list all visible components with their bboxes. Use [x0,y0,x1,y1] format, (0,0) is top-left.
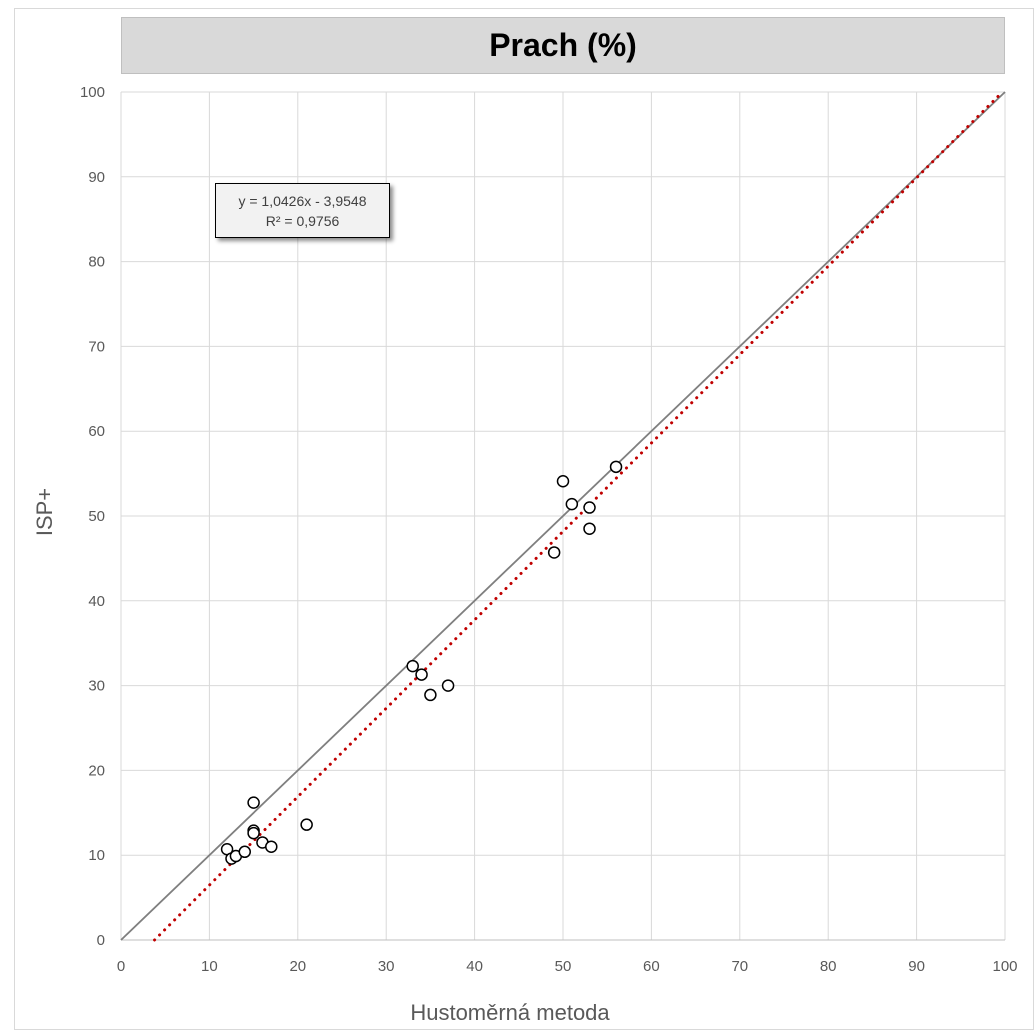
tick-labels: 0 10 20 30 40 50 60 70 80 90 100 0 10 20 30 40 50 60 70 80 9… [80,84,1018,975]
lines [120,90,1006,942]
data-point [583,501,596,514]
data-point [556,474,570,488]
x-tick-label: 40 [466,958,483,975]
y-tick-label: 10 [88,847,105,864]
data-point [238,845,252,859]
y-axis-title: ISP+ [32,488,57,536]
chart-title: Prach (%) [489,27,637,63]
x-tick-label: 50 [555,958,572,975]
y-tick-label: 60 [88,423,105,440]
data-point [415,668,428,681]
x-tick-label: 0 [117,958,125,975]
r-squared-label: R² = 0,9756 [265,212,340,229]
data-point [424,688,437,702]
trendline-equation: y = 1,0426x - 3,9548 [238,192,367,209]
x-tick-label: 20 [289,958,306,975]
x-tick-label: 70 [731,958,748,975]
y-tick-label: 80 [88,254,105,271]
y-tick-label: 0 [97,932,105,949]
data-point [300,818,313,831]
y-tick-label: 50 [88,508,105,525]
data-point [247,796,260,809]
data-point [583,522,596,535]
trendline [153,90,1004,942]
y-tick-label: 30 [88,678,105,695]
trendline-equation-box: y = 1,0426x - 3,9548 R² = 0,9756 [215,183,390,238]
reference-line [120,91,1006,941]
x-tick-label: 100 [992,958,1017,975]
y-tick-label: 100 [80,84,105,101]
x-tick-label: 10 [201,958,218,975]
y-tick-label: 40 [88,593,105,610]
data-point [609,460,623,474]
data-point [565,497,579,511]
x-tick-label: 30 [378,958,395,975]
data-point [265,840,278,853]
y-tick-label: 90 [88,169,105,186]
data-point [406,659,419,673]
data-points [220,460,623,865]
data-point [441,679,455,692]
y-tick-label: 70 [88,338,105,355]
chart-title-box: Prach (%) [121,17,1005,74]
x-tick-label: 60 [643,958,660,975]
x-tick-label: 90 [908,958,925,975]
x-tick-label: 80 [820,958,837,975]
data-point [247,826,260,840]
data-point [547,546,561,559]
chart-area [14,8,1034,1030]
x-axis-title: Hustoměrná metoda [410,1000,610,1025]
y-tick-label: 20 [88,762,105,779]
